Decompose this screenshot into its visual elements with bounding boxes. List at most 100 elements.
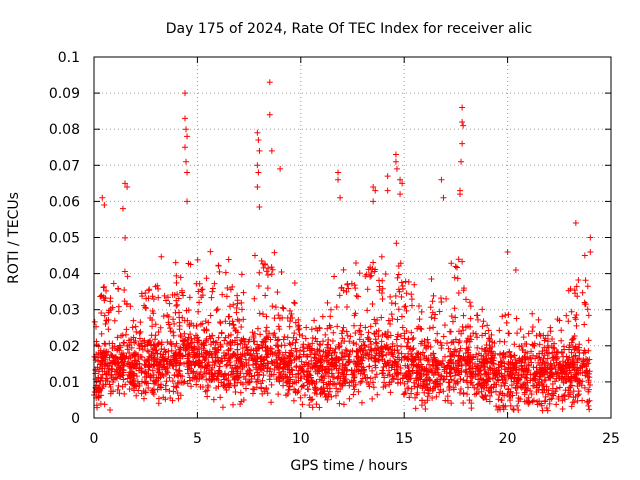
data-point [428, 314, 435, 321]
data-point [126, 386, 133, 393]
data-point [500, 406, 507, 413]
data-point [322, 370, 329, 377]
data-point [319, 363, 326, 370]
data-point [326, 385, 333, 392]
data-point [276, 355, 283, 362]
data-point [207, 312, 214, 319]
data-point [525, 330, 532, 337]
data-point [371, 316, 378, 323]
data-point [584, 357, 591, 364]
data-point [565, 393, 572, 400]
data-point [203, 376, 210, 383]
data-point [397, 176, 404, 183]
data-point [217, 344, 224, 351]
data-point [398, 350, 405, 357]
data-point [191, 353, 198, 360]
data-point [101, 297, 108, 304]
data-point [196, 358, 203, 365]
data-point [306, 371, 313, 378]
data-point [568, 373, 575, 380]
data-point [432, 378, 439, 385]
data-point [514, 330, 521, 337]
data-point [517, 326, 524, 333]
data-point [318, 358, 325, 365]
data-point [316, 347, 323, 354]
data-point [523, 375, 530, 382]
data-point [542, 335, 549, 342]
y-tick-label: 0.09 [49, 86, 80, 102]
data-point [522, 384, 529, 391]
data-point [266, 111, 273, 118]
data-point [402, 372, 409, 379]
data-point [470, 330, 477, 337]
data-point [355, 361, 362, 368]
data-point [475, 389, 482, 396]
data-point [139, 346, 146, 353]
data-point [403, 355, 410, 362]
data-point [397, 332, 404, 339]
data-point [194, 256, 201, 263]
data-point [109, 378, 116, 385]
data-point [372, 320, 379, 327]
data-point [314, 346, 321, 353]
data-point [276, 369, 283, 376]
data-point [365, 381, 372, 388]
data-point [566, 342, 573, 349]
data-point [276, 374, 283, 381]
data-point [353, 292, 360, 299]
data-point [132, 357, 139, 364]
data-point [428, 367, 435, 374]
data-point [454, 275, 461, 282]
data-point [196, 299, 203, 306]
data-point [432, 337, 439, 344]
data-point [229, 283, 236, 290]
data-point [523, 374, 530, 381]
data-point [385, 346, 392, 353]
data-point [573, 311, 580, 318]
data-point [123, 326, 130, 333]
data-point [495, 377, 502, 384]
data-point [479, 394, 486, 401]
data-point [401, 330, 408, 337]
data-point [543, 405, 550, 412]
data-point [354, 293, 361, 300]
data-point [176, 350, 183, 357]
data-point [195, 308, 202, 315]
data-point [127, 379, 134, 386]
data-point [323, 357, 330, 364]
data-point [339, 350, 346, 357]
data-point [408, 390, 415, 397]
data-point [367, 273, 374, 280]
data-point [100, 354, 107, 361]
data-point [306, 381, 313, 388]
data-point [160, 313, 167, 320]
data-point [568, 349, 575, 356]
data-point [263, 324, 270, 331]
data-point [216, 268, 223, 275]
data-point [189, 339, 196, 346]
data-point [458, 158, 465, 165]
data-point [370, 384, 377, 391]
data-point [558, 375, 565, 382]
data-point [256, 310, 263, 317]
data-point [463, 296, 470, 303]
data-point [167, 340, 174, 347]
data-point [295, 370, 302, 377]
data-point [440, 376, 447, 383]
data-point [217, 318, 224, 325]
data-point [472, 330, 479, 337]
data-point [543, 383, 550, 390]
data-point [383, 363, 390, 370]
data-point [541, 377, 548, 384]
data-point [329, 356, 336, 363]
data-point [393, 336, 400, 343]
data-point [394, 370, 401, 377]
data-point [453, 349, 460, 356]
data-point [298, 358, 305, 365]
data-point [430, 362, 437, 369]
data-point [490, 384, 497, 391]
data-point [179, 337, 186, 344]
data-point [268, 271, 275, 278]
data-point [562, 359, 569, 366]
data-point [143, 295, 150, 302]
